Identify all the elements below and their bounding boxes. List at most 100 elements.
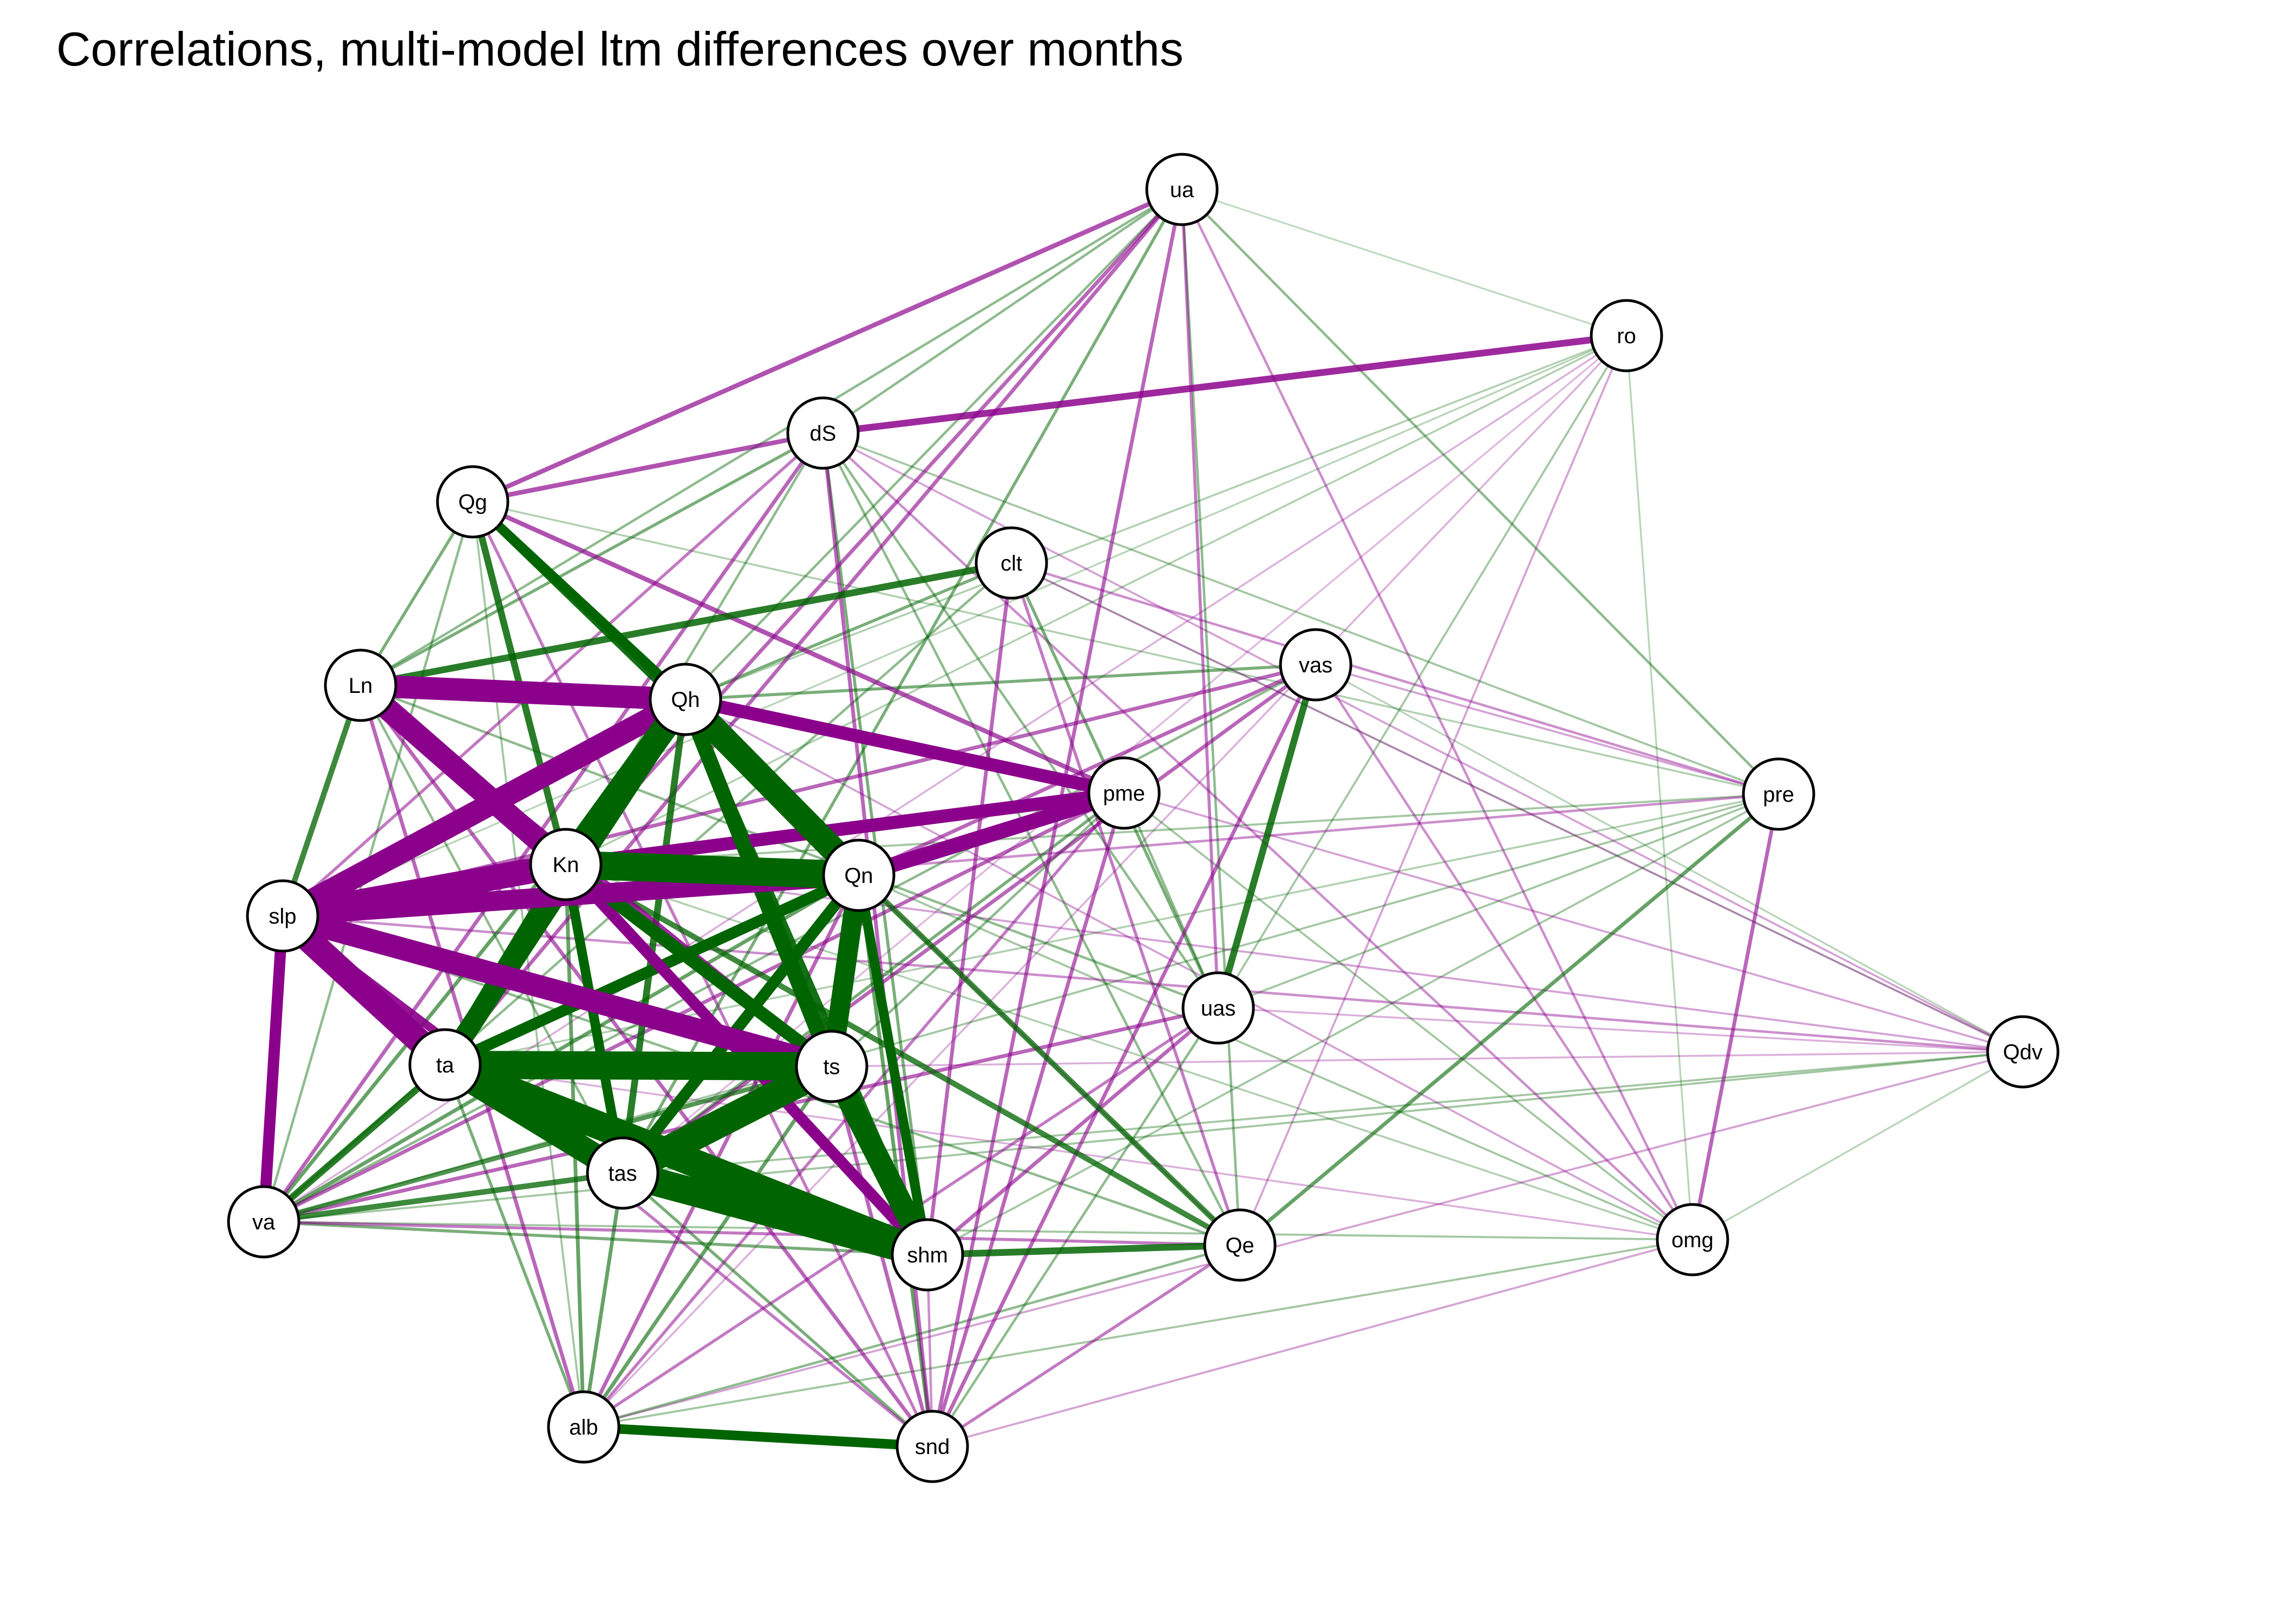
node-label: shm: [907, 1243, 948, 1267]
node-circle: [786, 396, 860, 470]
edge-Ln-slp: [279, 682, 364, 919]
node-ro[interactable]: ro: [1590, 299, 1663, 372]
node-label: vas: [1299, 653, 1332, 677]
edge-va-shm: [262, 1220, 929, 1256]
node-label: Kn: [553, 853, 579, 877]
edge-vas-uas: [1214, 661, 1319, 1012]
edge-Qn-ta: [439, 869, 865, 1071]
edge-Qdv-ts: [831, 1051, 2024, 1068]
edge-Qg-dS: [470, 430, 826, 505]
edge-Ln-Kn: [349, 674, 577, 876]
node-pme[interactable]: pme: [1087, 756, 1161, 830]
node-ua[interactable]: ua: [1145, 153, 1219, 226]
node-circle: [1986, 1015, 2060, 1089]
edge-Qg-pme: [470, 499, 1127, 796]
node-tas[interactable]: tas: [586, 1136, 659, 1210]
node-Qh[interactable]: Qh: [649, 663, 722, 736]
node-circle: [227, 1185, 300, 1259]
node-Qdv[interactable]: Qdv: [1986, 1015, 2060, 1089]
edge-ua-Kn: [564, 187, 1184, 867]
edge-dS-Ln: [359, 431, 825, 687]
node-label: ua: [1170, 178, 1194, 202]
edge-dS-va: [262, 431, 825, 1224]
node-circle: [436, 465, 509, 539]
edge-vas-Qh: [684, 663, 1317, 701]
node-Ln[interactable]: Ln: [324, 649, 397, 722]
edge-ro-Kn: [565, 335, 1628, 866]
node-circle: [795, 1030, 868, 1103]
edge-uas-shm: [925, 1006, 1220, 1257]
edge-ua-tas: [621, 188, 1184, 1175]
node-label: va: [252, 1210, 276, 1234]
edge-Qn-pme: [851, 785, 1132, 883]
edge-ta-alb: [443, 1063, 585, 1429]
edge-ro-Qh: [684, 335, 1628, 700]
node-omg[interactable]: omg: [1656, 1203, 1729, 1276]
node-label: alb: [569, 1416, 598, 1439]
edge-clt-Qdv: [1010, 562, 2024, 1053]
edge-ta-ts: [430, 1050, 846, 1081]
edge-ua-omg: [1180, 188, 1694, 1241]
node-snd[interactable]: snd: [896, 1410, 969, 1483]
node-label: Qh: [671, 688, 700, 712]
edge-vas-snd: [930, 663, 1318, 1449]
edge-Qe-va: [262, 1220, 1241, 1247]
edge-vas-pre: [1315, 664, 1780, 795]
node-label: ta: [436, 1053, 454, 1077]
node-circle: [1279, 628, 1352, 702]
node-circle: [975, 526, 1048, 600]
edge-pme-omg: [1123, 792, 1694, 1241]
node-Qn[interactable]: Qn: [822, 839, 896, 912]
node-alb[interactable]: alb: [547, 1390, 620, 1464]
edge-Qn-Qe: [855, 872, 1243, 1248]
node-va[interactable]: va: [227, 1185, 300, 1259]
node-dS[interactable]: dS: [786, 396, 860, 470]
node-Qe[interactable]: Qe: [1203, 1208, 1277, 1282]
edge-Qdv-alb: [583, 1051, 2024, 1428]
node-ta[interactable]: ta: [408, 1028, 482, 1102]
node-slp[interactable]: slp: [246, 879, 319, 953]
node-Qg[interactable]: Qg: [436, 465, 509, 539]
node-uas[interactable]: uas: [1181, 971, 1255, 1045]
node-shm[interactable]: shm: [891, 1218, 964, 1292]
edge-omg-alb: [583, 1239, 1694, 1428]
node-ts[interactable]: ts: [795, 1030, 868, 1103]
node-clt[interactable]: clt: [975, 526, 1048, 600]
edge-vas-omg: [1314, 663, 1694, 1241]
edge-pre-Kn: [565, 793, 1780, 866]
edge-omg-Qh: [684, 698, 1694, 1241]
edge-ts-alb: [581, 1064, 834, 1429]
edge-Qh-pme: [678, 692, 1131, 800]
edge-omg-Qn: [858, 874, 1694, 1241]
edge-Qg-Qh: [468, 497, 690, 704]
node-circle: [822, 839, 896, 912]
node-label: ts: [823, 1055, 840, 1079]
node-Kn[interactable]: Kn: [529, 828, 603, 901]
node-circle: [1203, 1208, 1277, 1282]
node-label: slp: [269, 905, 296, 928]
edge-slp-ta: [270, 903, 458, 1078]
node-circle: [1145, 153, 1219, 226]
edge-omg-ta: [444, 1064, 1694, 1241]
edge-Kn-pme: [559, 786, 1131, 872]
edge-Qe-alb: [582, 1243, 1241, 1429]
edge-Qn-snd: [857, 873, 935, 1449]
node-circle: [891, 1218, 964, 1292]
node-pre[interactable]: pre: [1742, 757, 1815, 831]
edge-ua-Qg: [470, 187, 1185, 505]
node-circle: [1590, 299, 1663, 372]
edge-ro-Qe: [1239, 335, 1628, 1246]
node-vas[interactable]: vas: [1279, 628, 1352, 702]
edge-pme-Qdv: [1123, 792, 2024, 1053]
edge-dS-slp: [281, 431, 825, 918]
edge-pme-snd: [930, 791, 1126, 1449]
edge-va-ta: [260, 1061, 449, 1226]
edge-ua-Qe: [1180, 188, 1241, 1247]
node-label: omg: [1671, 1228, 1714, 1252]
edge-clt-shm: [925, 561, 1014, 1257]
edge-Qe-snd: [931, 1243, 1241, 1448]
edge-pre-uas: [1217, 793, 1780, 1009]
edge-ua-dS: [821, 188, 1184, 435]
node-circle: [1742, 757, 1815, 831]
node-circle: [586, 1136, 659, 1210]
